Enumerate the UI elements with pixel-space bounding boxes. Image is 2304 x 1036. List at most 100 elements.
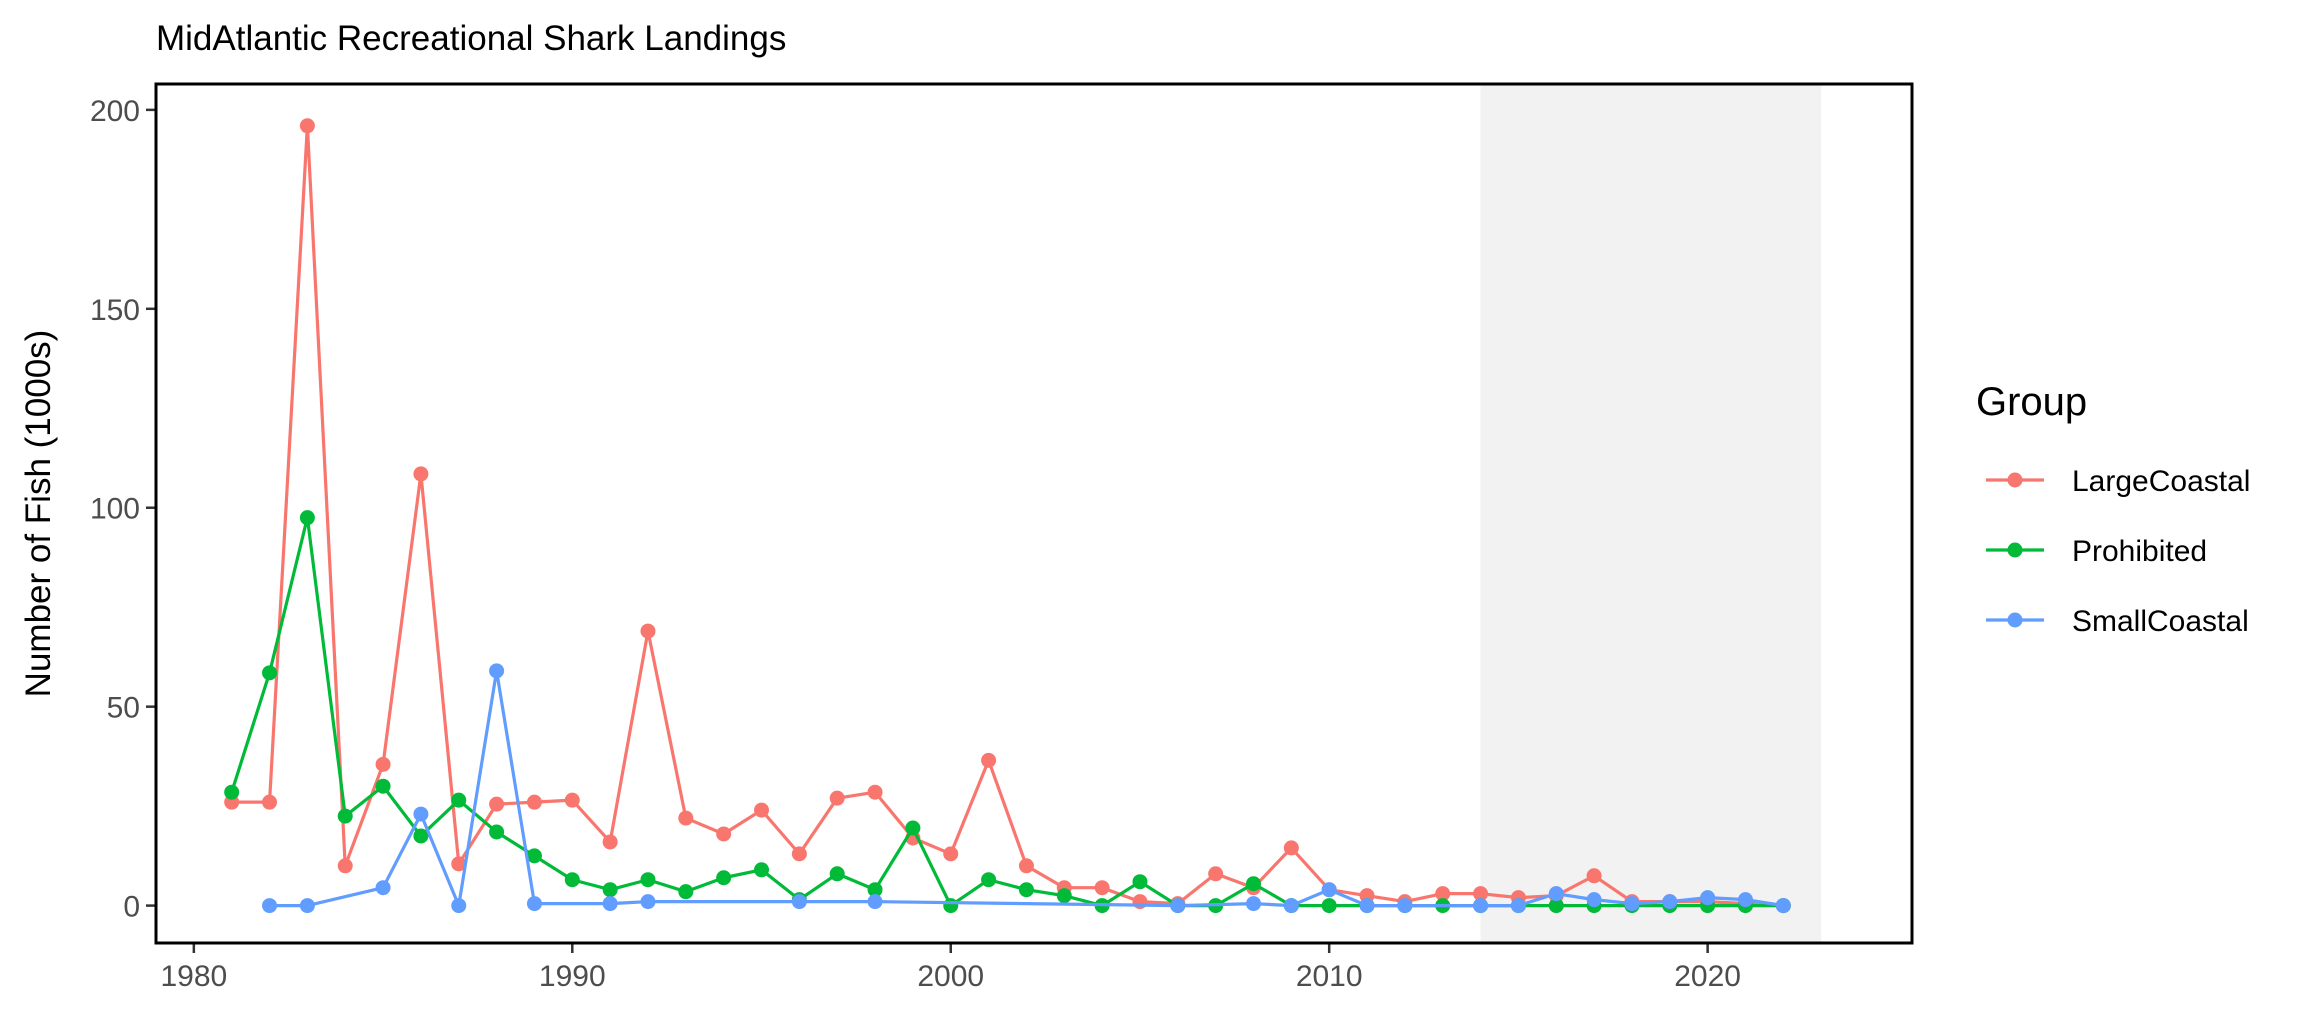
data-point [1359,898,1375,914]
data-point [1246,876,1261,892]
data-point [1586,892,1602,908]
data-point [1775,898,1791,914]
data-point [1246,896,1261,912]
data-point [526,896,542,912]
data-point [829,790,845,806]
data-point [1094,880,1110,896]
data-point [1700,890,1716,906]
data-point [489,824,505,840]
data-point [754,862,770,878]
data-point [1586,868,1602,884]
legend-label: SmallCoastal [2072,605,2249,638]
data-point [1435,886,1451,902]
data-point [1132,894,1148,910]
legend-key-point [2007,472,2023,488]
data-point [640,894,656,910]
x-tick-label: 2000 [917,960,984,993]
legend-item-Prohibited: Prohibited [1986,535,2207,568]
data-point [1018,858,1034,874]
legend-label: Prohibited [2072,535,2207,568]
legend-title: Group [1976,380,2087,424]
legend-key-point [2007,612,2023,628]
data-point [526,794,542,810]
data-point [1321,898,1337,914]
axes: 0 50 100 150 200 1980 1990 2000 2010 2020 Number o… [19,95,1741,993]
data-point [1397,898,1413,914]
data-point [1321,882,1337,898]
data-point [943,846,959,862]
y-tick-label: 200 [90,95,140,128]
data-point [981,872,997,888]
data-point [1624,896,1640,912]
shaded-region [1480,84,1822,943]
y-axis-title: Number of Fish (1000s) [19,330,58,698]
data-point [640,872,656,888]
data-point [602,896,618,912]
data-point [716,826,732,842]
data-point [716,870,732,886]
data-point [299,118,315,134]
data-point [451,898,467,914]
data-point [375,880,391,896]
data-point [564,792,580,808]
y-tick-label: 100 [90,493,140,526]
y-tick-label: 0 [123,891,140,924]
data-point [867,784,883,800]
data-point [1473,898,1489,914]
legend-item-SmallCoastal: SmallCoastal [1986,605,2249,638]
data-point [262,665,278,681]
y-tick-label: 50 [107,692,140,725]
data-point [754,802,770,818]
data-point [413,466,429,482]
x-tick-label: 1980 [160,960,227,993]
data-point [299,898,315,914]
data-point [1170,898,1186,914]
data-point [1510,898,1526,914]
data-point [1548,898,1564,914]
legend-label: LargeCoastal [2072,465,2250,498]
data-point [1283,898,1299,914]
data-point [337,808,353,824]
chart-title: MidAtlantic Recreational Shark Landings [156,19,786,58]
x-tick-label: 2020 [1674,960,1741,993]
data-point [262,898,278,914]
data-point [867,882,883,898]
data-point [640,623,656,639]
data-point [981,752,997,768]
data-point [791,846,807,862]
series-LargeCoastal [224,118,1791,914]
data-point [1548,886,1564,902]
data-point [224,784,240,800]
data-point [413,806,429,822]
data-point [1283,840,1299,856]
legend-item-LargeCoastal: LargeCoastal [1986,465,2250,498]
data-point [602,882,618,898]
x-tick-label: 1990 [539,960,606,993]
data-point [678,810,694,826]
data-point [526,848,542,864]
data-point [1208,866,1224,882]
y-tick-label: 150 [90,294,140,327]
data-point [1662,894,1678,910]
data-point [564,872,580,888]
data-point [451,792,467,808]
data-point [829,866,845,882]
data-point [1056,888,1072,904]
panel-border [154,82,1914,945]
data-point [678,884,694,900]
legend: Group LargeCoastal Prohibited SmallCoastal [1976,380,2250,638]
data-point [451,856,467,872]
data-point [262,794,278,810]
legend-key-point [2007,542,2023,558]
data-point [1018,882,1034,898]
data-point [1132,874,1148,890]
data-point [489,663,505,679]
data-point [943,898,959,914]
data-point [375,756,391,772]
data-point [489,796,505,812]
data-point [1473,886,1489,902]
series-SmallCoastal [262,663,1791,914]
data-point [905,820,921,836]
